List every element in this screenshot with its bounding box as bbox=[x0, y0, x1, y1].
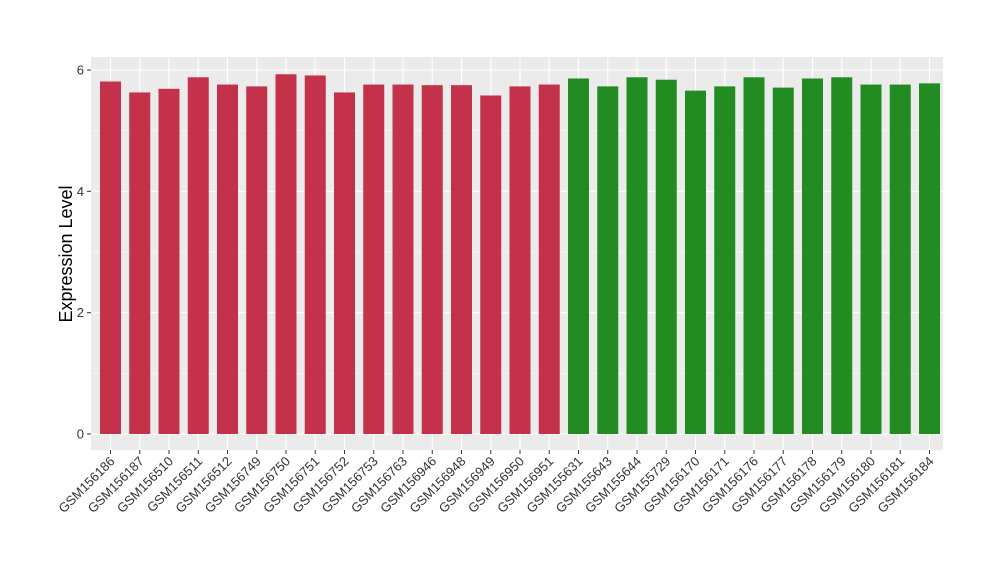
bar bbox=[860, 84, 882, 434]
bar bbox=[655, 79, 677, 434]
bar bbox=[363, 84, 385, 434]
bar bbox=[538, 84, 560, 434]
y-tick-label: 6 bbox=[77, 63, 84, 78]
bar bbox=[509, 86, 531, 434]
y-tick-label: 2 bbox=[77, 305, 84, 320]
bars bbox=[100, 74, 940, 435]
y-tick-label: 4 bbox=[77, 184, 84, 199]
bar bbox=[334, 92, 355, 435]
y-tick-label: 0 bbox=[77, 427, 84, 442]
bar bbox=[802, 78, 823, 434]
bar bbox=[772, 87, 794, 435]
bar bbox=[626, 77, 648, 434]
bar bbox=[246, 86, 268, 434]
bar bbox=[392, 84, 414, 434]
bar bbox=[421, 85, 443, 435]
bar bbox=[451, 85, 472, 435]
bar bbox=[158, 88, 180, 434]
bar bbox=[685, 90, 706, 435]
bar bbox=[919, 83, 940, 434]
bar bbox=[714, 86, 736, 434]
bar bbox=[831, 77, 853, 434]
bar bbox=[187, 77, 209, 434]
bar bbox=[597, 86, 619, 434]
bar bbox=[304, 75, 326, 435]
bar bbox=[889, 84, 911, 434]
bar bbox=[568, 78, 589, 434]
bar bbox=[480, 95, 502, 434]
bar bbox=[129, 92, 151, 435]
bar bbox=[275, 74, 297, 434]
x-axis: GSM156186GSM156187GSM156510GSM156511GSM1… bbox=[55, 450, 937, 516]
y-axis: 0 2 4 6 bbox=[77, 63, 91, 442]
bar bbox=[743, 77, 765, 434]
bar bbox=[100, 81, 121, 434]
y-axis-title: Expression Level bbox=[56, 185, 76, 322]
bar bbox=[217, 84, 238, 434]
